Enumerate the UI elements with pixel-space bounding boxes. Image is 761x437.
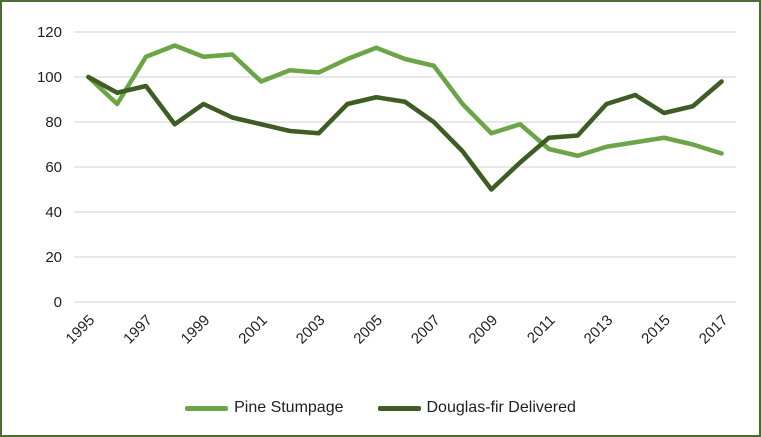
x-axis-tick-label: 2007 [408,312,444,348]
x-axis-tick-label: 1995 [63,312,99,348]
x-axis-tick-label: 1997 [120,312,156,348]
x-axis-tick-label: 2009 [466,312,502,348]
x-axis-tick-label: 2001 [235,312,271,348]
y-axis-tick-label: 0 [54,294,62,311]
legend-label-douglas-fir-delivered: Douglas-fir Delivered [426,399,576,416]
pine-stumpage-line-swatch-icon [185,405,229,411]
y-axis-tick-label: 60 [45,159,62,176]
y-axis-tick-label: 100 [37,69,62,86]
line-chart: 0 20 40 60 80 100 120 1995 1997 1999 2001 2003 2005 2… [37,24,736,348]
douglas-fir-delivered-line-swatch-icon [377,405,421,411]
series-line-0 [86,43,724,158]
x-axis-tick-label: 2017 [696,312,732,348]
y-axis-tick-label: 80 [45,114,62,131]
x-axis-tick-label: 2005 [350,312,386,348]
chart-legend: Pine Stumpage Douglas-fir Delivered [2,399,759,417]
legend-item-douglas-fir-delivered: Douglas-fir Delivered [377,399,576,417]
x-axis-tick-label: 2015 [638,312,674,348]
x-axis-tick-label: 2013 [581,312,617,348]
legend-label-pine-stumpage: Pine Stumpage [234,399,344,416]
series-line-1 [86,74,724,192]
x-axis-tick-label: 2003 [293,312,329,348]
x-axis-tick-label: 1999 [178,312,214,348]
y-axis-tick-label: 40 [45,204,62,221]
y-axis-tick-label: 20 [45,249,62,266]
y-axis-tick-label: 120 [37,24,62,41]
x-axis-tick-label: 2011 [524,312,559,347]
legend-item-pine-stumpage: Pine Stumpage [185,399,344,417]
